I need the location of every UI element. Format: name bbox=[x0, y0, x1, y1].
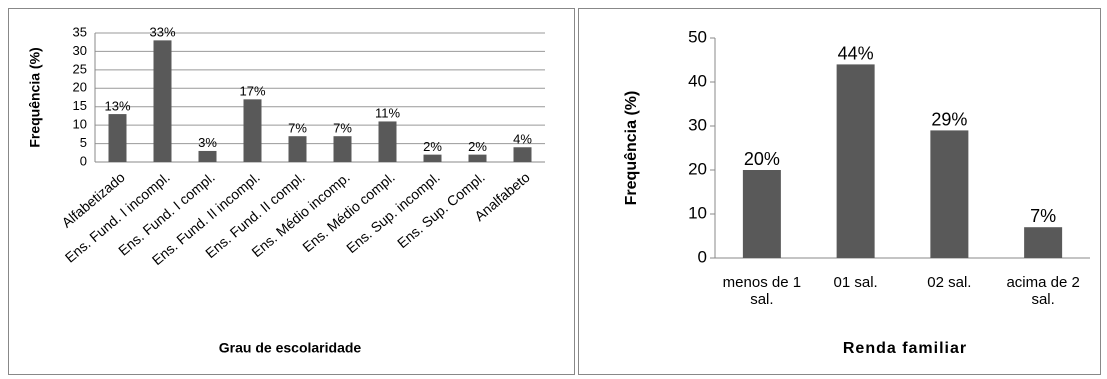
y-axis-label: Frequência (%) bbox=[623, 91, 640, 206]
y-axis-label: Frequência (%) bbox=[27, 47, 43, 147]
y-tick-label: 30 bbox=[73, 43, 87, 58]
bar bbox=[243, 99, 262, 162]
bar bbox=[1024, 227, 1063, 258]
panel-border bbox=[8, 8, 575, 375]
bar bbox=[153, 40, 172, 162]
value-label: 33% bbox=[149, 25, 175, 40]
y-tick-label: 20 bbox=[688, 159, 707, 178]
y-tick-label: 10 bbox=[73, 117, 87, 132]
bar bbox=[288, 136, 307, 162]
x-tick-label: 02 sal. bbox=[927, 274, 972, 291]
value-label: 29% bbox=[931, 109, 967, 129]
value-label: 17% bbox=[239, 84, 265, 99]
x-tick-label: menos de 1 sal. bbox=[722, 274, 802, 308]
y-tick-label: 25 bbox=[73, 61, 87, 76]
value-label: 13% bbox=[104, 98, 130, 113]
y-tick-label: 40 bbox=[688, 71, 707, 90]
value-label: 3% bbox=[198, 135, 217, 150]
value-label: 7% bbox=[1030, 206, 1056, 226]
y-tick-label: 10 bbox=[688, 203, 707, 222]
bar bbox=[930, 130, 969, 258]
bar bbox=[378, 121, 397, 162]
y-tick-label: 15 bbox=[73, 98, 87, 113]
x-tick-label: 01 sal. bbox=[833, 274, 878, 291]
value-label: 7% bbox=[288, 120, 307, 135]
value-label: 20% bbox=[744, 149, 780, 169]
bar bbox=[742, 170, 781, 258]
value-label: 11% bbox=[375, 106, 400, 121]
x-tick-label: acima de 2 sal. bbox=[1006, 274, 1080, 308]
bar bbox=[468, 154, 487, 162]
y-tick-label: 5 bbox=[80, 135, 87, 150]
bar bbox=[513, 147, 532, 162]
x-axis-label: Renda familiar bbox=[843, 340, 967, 357]
y-tick-label: 35 bbox=[73, 24, 87, 39]
value-label: 2% bbox=[468, 139, 487, 154]
bar bbox=[423, 154, 442, 162]
x-axis-label: Grau de escolaridade bbox=[219, 340, 362, 356]
y-tick-label: 0 bbox=[80, 153, 87, 168]
value-label: 2% bbox=[423, 139, 442, 154]
y-tick-label: 20 bbox=[73, 80, 87, 95]
bar bbox=[198, 150, 217, 162]
bar bbox=[836, 64, 875, 259]
panel-border bbox=[578, 8, 1101, 375]
y-tick-label: 50 bbox=[688, 27, 707, 46]
value-label: 44% bbox=[838, 43, 874, 63]
y-tick-label: 0 bbox=[698, 247, 707, 266]
y-tick-label: 30 bbox=[688, 115, 707, 134]
value-label: 7% bbox=[333, 120, 352, 135]
value-label: 4% bbox=[513, 132, 532, 147]
bar bbox=[333, 136, 352, 162]
bar bbox=[108, 114, 127, 162]
